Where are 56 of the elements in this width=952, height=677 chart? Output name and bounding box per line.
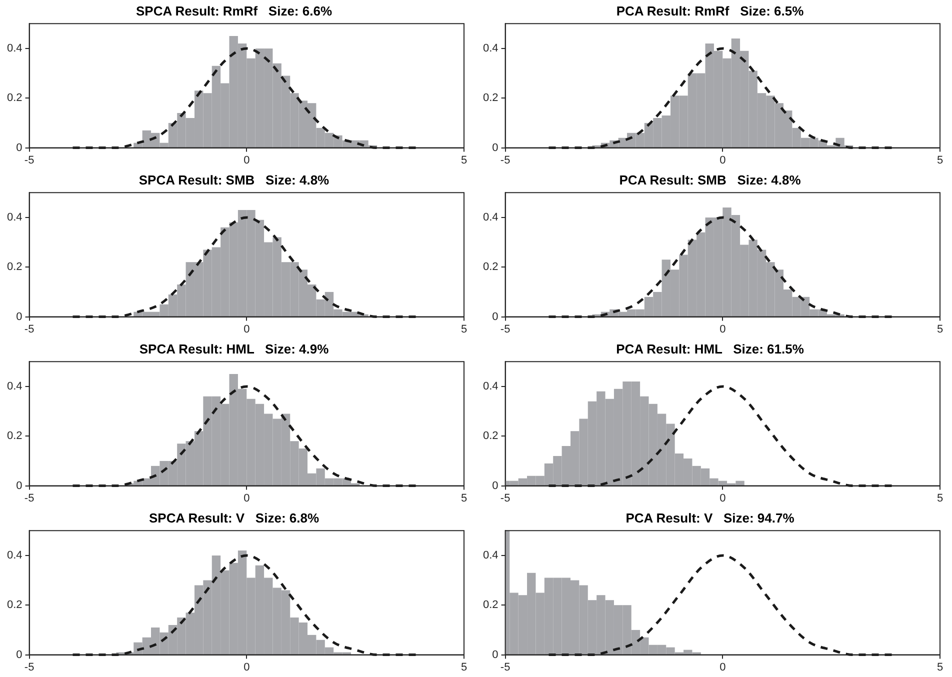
- x-tick-label: 5: [936, 661, 944, 674]
- x-tick-label: 0: [720, 492, 726, 504]
- chart-title: SPCA Result: V Size: 6.8%: [148, 510, 320, 526]
- x-tick-label: 0: [720, 661, 726, 674]
- x-tick-label: 5: [460, 661, 468, 674]
- y-tick-label: 0.4: [482, 211, 498, 224]
- y-tick-label: 0.4: [6, 211, 22, 224]
- chart-title: PCA Result: HML Size: 61.5%: [616, 341, 804, 356]
- y-tick-label: 0.2: [6, 599, 22, 612]
- y-tick-label: 0: [492, 480, 498, 492]
- y-tick-label: 0.4: [482, 380, 498, 392]
- y-tick-label: 0.2: [6, 430, 22, 442]
- chart-title: PCA Result: RmRf Size: 6.5%: [616, 3, 804, 18]
- y-tick-label: 0: [16, 310, 22, 323]
- y-tick-label: 0.2: [482, 430, 498, 442]
- y-tick-label: 0: [16, 648, 22, 661]
- chart-title: SPCA Result: HML Size: 4.9%: [139, 341, 330, 356]
- y-tick-label: 0.2: [482, 261, 498, 274]
- x-tick-label: -5: [24, 154, 34, 166]
- chart-title: PCA Result: V Size: 94.7%: [626, 510, 795, 526]
- y-tick-label: 0.2: [6, 92, 22, 104]
- x-tick-label: 5: [936, 492, 944, 504]
- x-tick-label: -5: [500, 154, 510, 166]
- y-tick-label: 0.4: [6, 549, 22, 562]
- y-tick-label: 0: [492, 310, 498, 323]
- x-tick-label: 0: [720, 154, 726, 166]
- y-tick-label: 0.2: [6, 261, 22, 274]
- x-tick-label: 5: [460, 492, 468, 504]
- x-tick-label: -5: [24, 492, 34, 504]
- x-tick-label: 5: [936, 154, 944, 166]
- y-tick-label: 0.2: [482, 92, 498, 104]
- chart-title: PCA Result: SMB Size: 4.8%: [619, 172, 802, 188]
- x-tick-label: -5: [24, 661, 34, 674]
- y-tick-label: 0.4: [6, 42, 22, 54]
- chart-title: SPCA Result: RmRf Size: 6.6%: [136, 3, 332, 18]
- y-tick-label: 0.4: [482, 549, 498, 562]
- x-tick-label: 0: [244, 154, 250, 166]
- y-tick-label: 0: [492, 648, 498, 661]
- x-tick-label: 0: [244, 661, 250, 674]
- y-tick-label: 0.2: [482, 599, 498, 612]
- y-tick-label: 0: [492, 142, 498, 154]
- x-tick-label: -5: [500, 492, 510, 504]
- x-tick-label: -5: [500, 661, 510, 674]
- x-tick-label: -5: [24, 323, 34, 336]
- x-tick-label: 0: [244, 492, 250, 504]
- x-tick-label: 5: [936, 323, 944, 336]
- x-tick-label: -5: [500, 323, 510, 336]
- y-tick-label: 0: [16, 480, 22, 492]
- x-tick-label: 0: [720, 323, 726, 336]
- x-tick-label: 5: [460, 154, 468, 166]
- y-tick-label: 0.4: [482, 42, 498, 54]
- y-tick-label: 0.4: [6, 380, 22, 392]
- y-tick-label: 0: [16, 142, 22, 154]
- chart-title: SPCA Result: SMB Size: 4.8%: [138, 172, 330, 188]
- x-tick-label: 5: [460, 323, 468, 336]
- x-tick-label: 0: [244, 323, 250, 336]
